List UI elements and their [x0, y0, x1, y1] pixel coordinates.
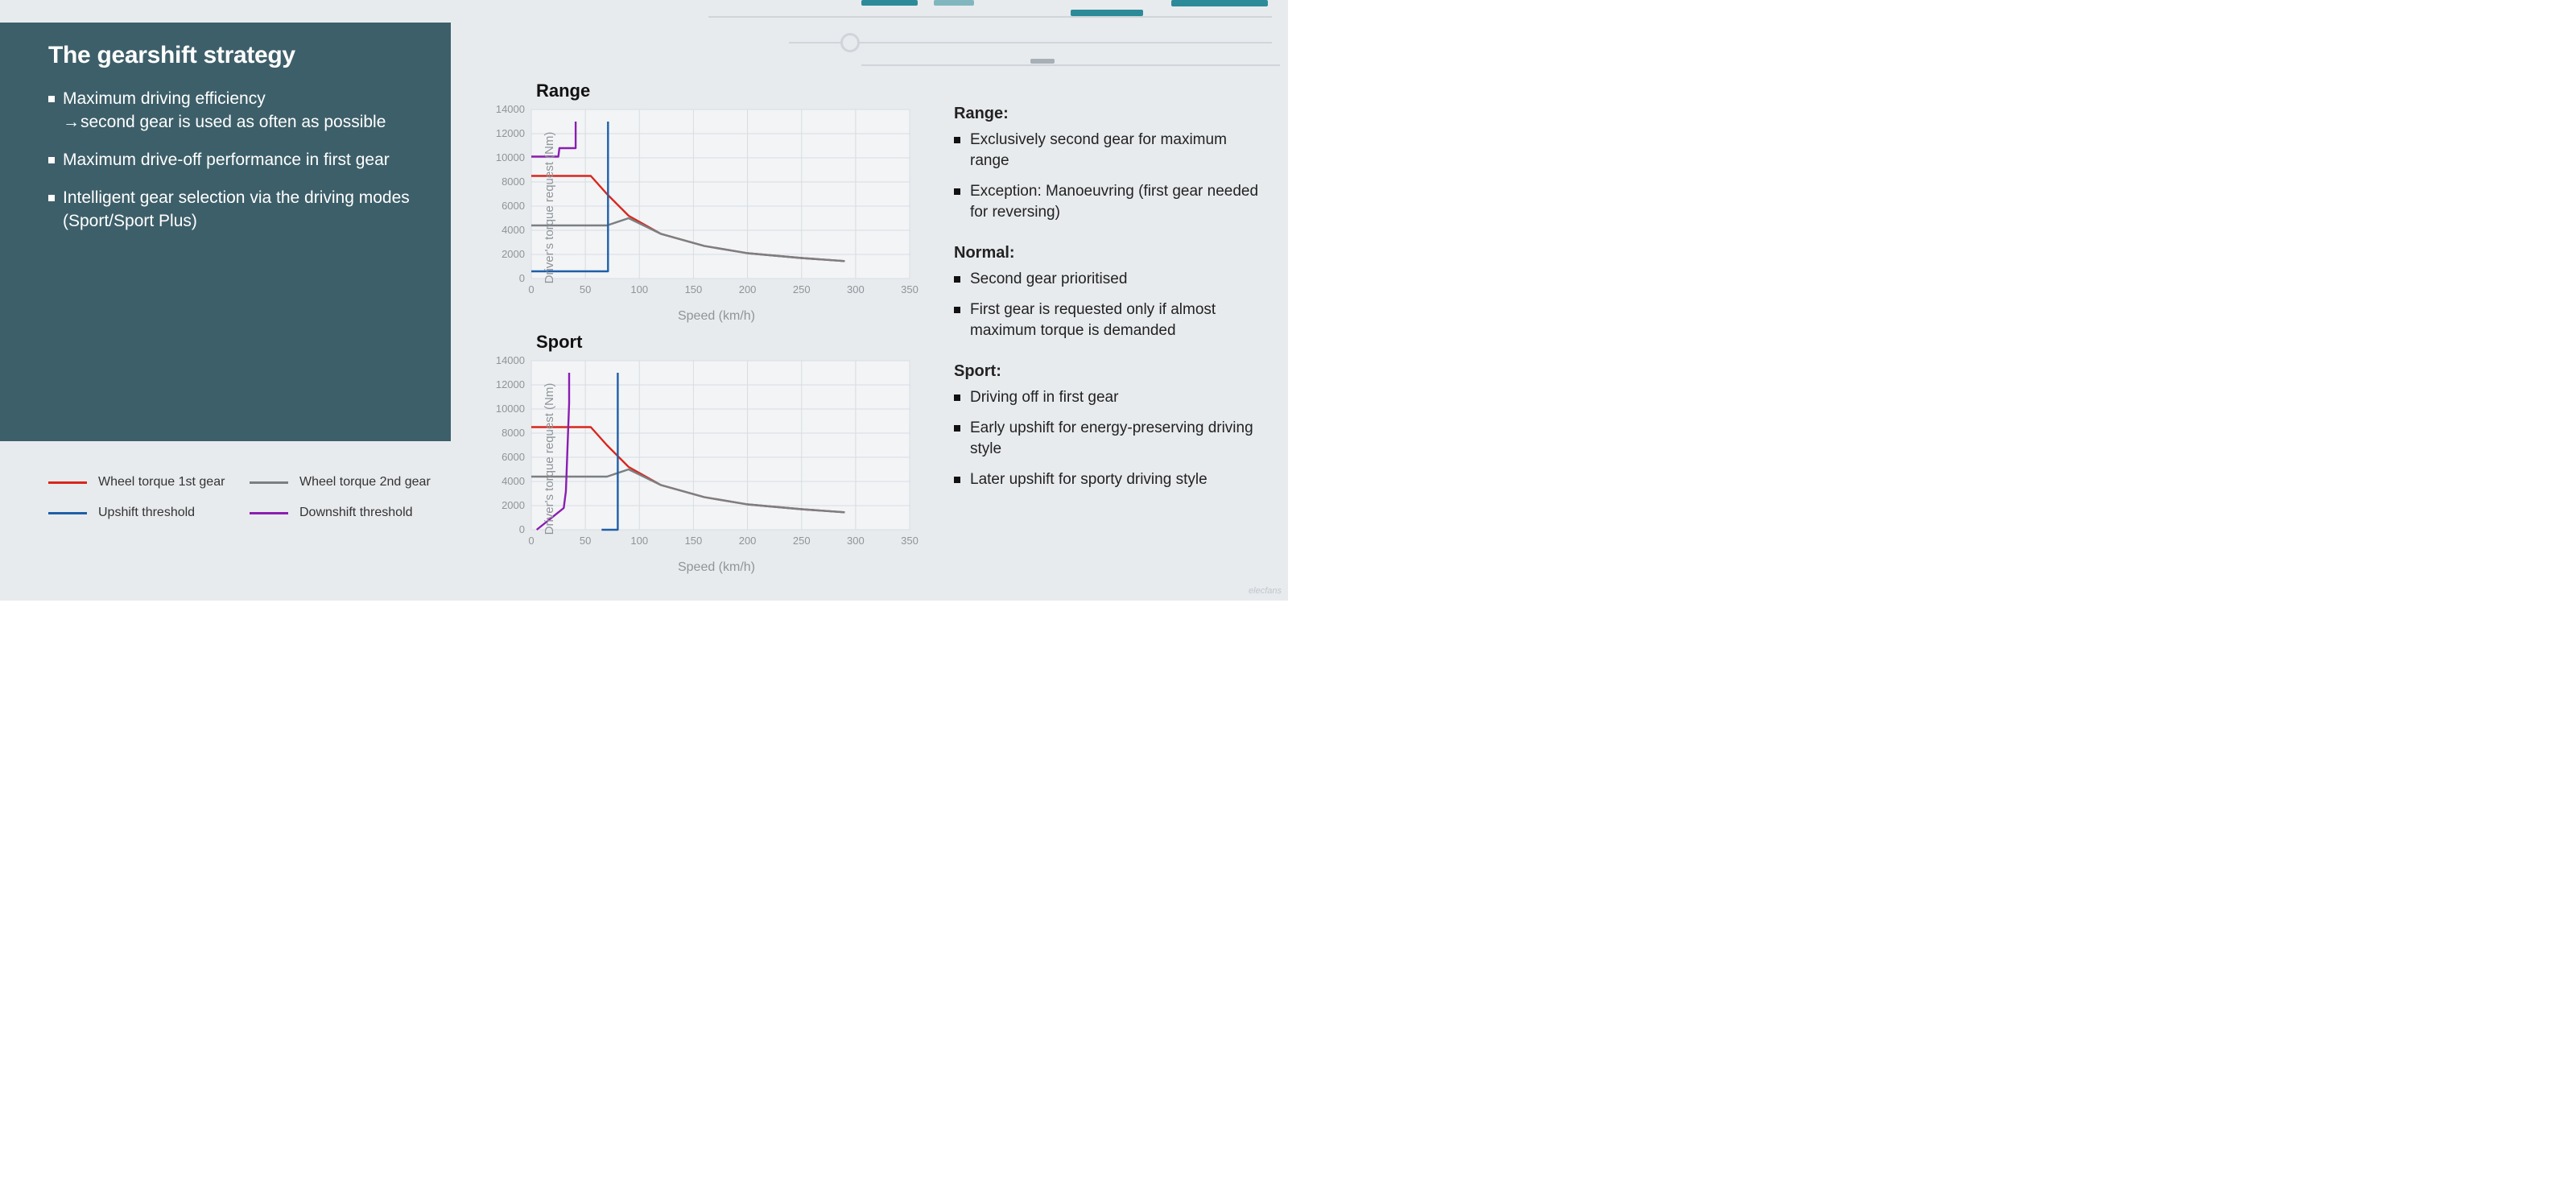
svg-text:0: 0 [519, 523, 525, 535]
svg-text:350: 350 [901, 283, 919, 295]
svg-text:250: 250 [793, 283, 811, 295]
svg-text:100: 100 [630, 535, 648, 547]
panel-bullet: Maximum drive-off performance in first g… [48, 148, 428, 171]
right-list: Driving off in first gear Early upshift f… [954, 387, 1268, 490]
svg-text:2000: 2000 [502, 248, 525, 260]
svg-text:50: 50 [580, 535, 591, 547]
slide: The gearshift strategy Maximum driving e… [0, 0, 1288, 601]
right-list: Exclusively second gear for maximum rang… [954, 130, 1268, 223]
right-item: Early upshift for energy-preserving driv… [954, 418, 1268, 460]
panel-title: The gearshift strategy [48, 42, 428, 69]
right-heading: Normal: [954, 244, 1268, 262]
legend: Wheel torque 1st gear Wheel torque 2nd ge… [48, 475, 451, 536]
right-item: Driving off in first gear [954, 387, 1268, 408]
svg-text:200: 200 [739, 535, 757, 547]
svg-text:8000: 8000 [502, 176, 525, 188]
svg-text:4000: 4000 [502, 224, 525, 236]
legend-swatch [48, 512, 87, 514]
legend-label: Upshift threshold [98, 506, 195, 520]
panel-bullet: Maximum driving efficiencysecond gear is… [48, 87, 428, 134]
svg-text:0: 0 [519, 272, 525, 284]
watermark: elecfans [1249, 586, 1282, 596]
svg-text:12000: 12000 [496, 127, 525, 139]
legend-label: Wheel torque 2nd gear [299, 475, 431, 489]
svg-text:0: 0 [528, 283, 534, 295]
svg-text:350: 350 [901, 535, 919, 547]
chart: RangeDriver's torque request (Nm)0200040… [475, 81, 926, 324]
svg-text:12000: 12000 [496, 378, 525, 390]
svg-text:250: 250 [793, 535, 811, 547]
charts-column: RangeDriver's torque request (Nm)0200040… [475, 81, 926, 583]
svg-text:6000: 6000 [502, 200, 525, 212]
right-item: Exclusively second gear for maximum rang… [954, 130, 1268, 171]
x-axis-label: Speed (km/h) [507, 560, 926, 575]
svg-text:14000: 14000 [496, 356, 525, 366]
right-column: Range: Exclusively second gear for maximu… [954, 105, 1268, 511]
legend-item: Wheel torque 2nd gear [250, 475, 451, 489]
legend-swatch [48, 481, 87, 484]
svg-text:200: 200 [739, 283, 757, 295]
svg-text:10000: 10000 [496, 403, 525, 415]
legend-item: Wheel torque 1st gear [48, 475, 250, 489]
right-heading: Range: [954, 105, 1268, 123]
svg-text:4000: 4000 [502, 475, 525, 487]
svg-text:14000: 14000 [496, 105, 525, 115]
panel-sub-bullet: second gear is used as often as possible [63, 110, 428, 134]
legend-swatch [250, 481, 288, 484]
svg-text:10000: 10000 [496, 151, 525, 163]
panel-bullet: Intelligent gear selection via the drivi… [48, 186, 428, 233]
legend-item: Downshift threshold [250, 506, 451, 520]
chart-title: Sport [536, 332, 926, 353]
y-axis-label: Driver's torque request (Nm) [543, 132, 556, 284]
x-axis-label: Speed (km/h) [507, 309, 926, 324]
y-axis-label: Driver's torque request (Nm) [543, 383, 556, 535]
svg-text:100: 100 [630, 283, 648, 295]
right-list: Second gear prioritised First gear is req… [954, 269, 1268, 341]
svg-text:150: 150 [685, 535, 703, 547]
svg-text:6000: 6000 [502, 451, 525, 463]
svg-text:300: 300 [847, 535, 865, 547]
legend-item: Upshift threshold [48, 506, 250, 520]
svg-text:2000: 2000 [502, 499, 525, 511]
chart-title: Range [536, 81, 926, 101]
svg-text:0: 0 [528, 535, 534, 547]
panel-bullets: Maximum driving efficiencysecond gear is… [48, 87, 428, 233]
legend-swatch [250, 512, 288, 514]
title-panel: The gearshift strategy Maximum driving e… [0, 23, 451, 441]
right-item: Second gear prioritised [954, 269, 1268, 290]
svg-text:300: 300 [847, 283, 865, 295]
svg-text:8000: 8000 [502, 427, 525, 439]
right-heading: Sport: [954, 362, 1268, 381]
svg-text:150: 150 [685, 283, 703, 295]
right-item: First gear is requested only if almost m… [954, 299, 1268, 341]
legend-label: Wheel torque 1st gear [98, 475, 225, 489]
chart: SportDriver's torque request (Nm)0200040… [475, 332, 926, 575]
right-item: Later upshift for sporty driving style [954, 469, 1268, 490]
legend-label: Downshift threshold [299, 506, 413, 520]
right-item: Exception: Manoeuvring (first gear neede… [954, 181, 1268, 223]
svg-text:50: 50 [580, 283, 591, 295]
